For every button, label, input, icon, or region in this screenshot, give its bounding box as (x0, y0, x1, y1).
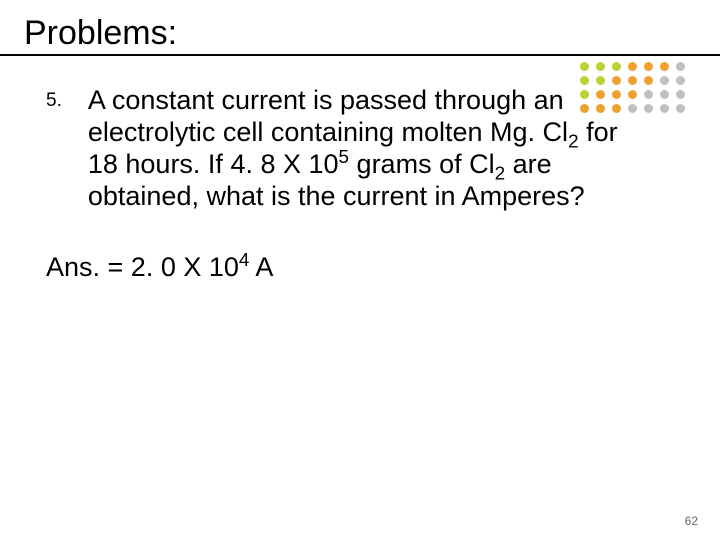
q-line2b: for (579, 117, 618, 147)
problem-question: A constant current is passed through an … (88, 85, 618, 212)
deco-dot (612, 62, 621, 71)
page-title: Problems: (24, 14, 696, 53)
deco-dot (612, 76, 621, 85)
answer: Ans. = 2. 0 X 104 A (46, 252, 696, 283)
ans-suffix: A (249, 252, 273, 282)
ans-prefix: Ans. = 2. 0 X 10 (46, 252, 239, 282)
title-underline (0, 54, 720, 56)
deco-dot (660, 62, 669, 71)
q-line4: obtained, what is the current in Amperes… (88, 181, 585, 211)
deco-dot (644, 76, 653, 85)
ans-sup: 4 (239, 250, 250, 271)
q-line3c: are (505, 149, 552, 179)
q-line3a: 18 hours. If 4. 8 X 10 (88, 149, 339, 179)
deco-dot (580, 62, 589, 71)
problem-number: 5. (46, 85, 62, 212)
q-sub-mgcl2: 2 (568, 131, 579, 152)
problem-block: 5. A constant current is passed through … (46, 85, 696, 212)
q-line3b: grams of Cl (349, 149, 495, 179)
deco-dot (628, 76, 637, 85)
q-line1: A constant current is passed through an (88, 85, 564, 115)
deco-dot (580, 76, 589, 85)
deco-dot (644, 62, 653, 71)
deco-dot (596, 76, 605, 85)
page-number: 62 (685, 514, 698, 528)
q-line2a: electrolytic cell containing molten Mg. … (88, 117, 568, 147)
deco-dot (660, 76, 669, 85)
deco-dot (628, 62, 637, 71)
content-area: 5. A constant current is passed through … (24, 85, 696, 283)
deco-dot (676, 62, 685, 71)
deco-dot (676, 76, 685, 85)
q-sup-5: 5 (339, 147, 350, 168)
deco-dot (596, 62, 605, 71)
slide: Problems: 5. A constant current is passe… (0, 0, 720, 540)
